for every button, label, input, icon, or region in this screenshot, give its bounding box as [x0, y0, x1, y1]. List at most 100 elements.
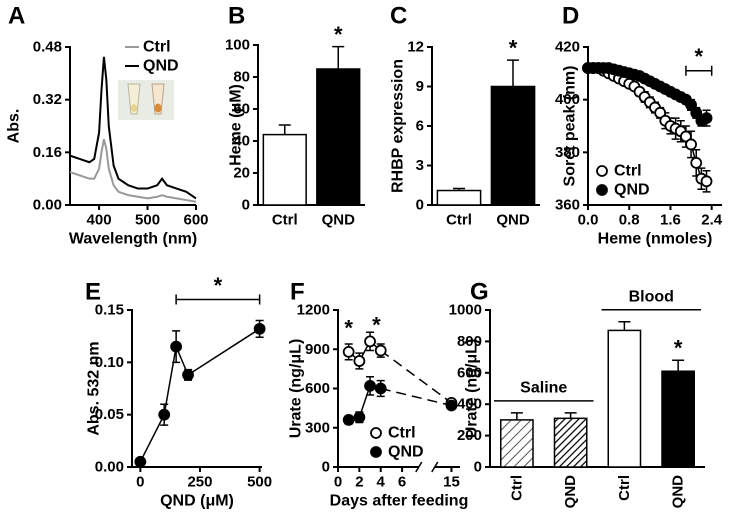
y-axis-label: RHBP expression: [390, 59, 407, 193]
error-bar: [453, 187, 465, 191]
x-tick-label: 1.6: [660, 212, 681, 229]
y-axis-label: Heme (μM): [228, 84, 245, 166]
y-tick-label: 400: [555, 91, 580, 108]
y-tick-label: 6: [416, 118, 424, 135]
x-axis-label: Wavelength (nm): [69, 231, 197, 248]
point: [170, 340, 183, 353]
point: [690, 156, 703, 169]
x-tick-label: Ctrl: [616, 475, 633, 501]
y-axis-label: Soret peak (nm): [562, 66, 579, 187]
point: [654, 106, 667, 119]
bar: [607, 329, 642, 468]
y-tick-label: 0.15: [95, 302, 124, 319]
x-tick-label: QND: [322, 212, 356, 229]
legend-label: QND: [614, 182, 650, 199]
significance-bracket: [685, 65, 713, 76]
annotation: *: [695, 44, 704, 69]
x-tick-label: 600: [183, 212, 208, 229]
panel-b: B Heme (μM) 0 20 40 60 80 100 Ctrl * QND: [225, 3, 365, 229]
axis-break: [431, 461, 439, 473]
significance: *: [509, 36, 518, 61]
y-tick-label: 0.05: [95, 406, 124, 423]
point: [685, 99, 697, 111]
axis-break: [415, 461, 423, 473]
group-label: Saline: [520, 379, 567, 396]
x-tick-label: 2.4: [701, 212, 723, 229]
panel-d: D Soret peak (nm) Heme (nmoles) 360 380 400 42…: [555, 3, 723, 248]
y-tick-label: 40: [233, 133, 250, 150]
point: [253, 322, 266, 335]
series-break-line: [380, 349, 452, 404]
y-tick-label: 12: [407, 39, 424, 56]
y-tick-label: 0.32: [33, 91, 62, 108]
y-tick-label: 0: [416, 197, 424, 214]
significance: *: [674, 336, 683, 361]
legend-marker: [596, 184, 608, 196]
point: [690, 106, 703, 119]
annotation: *: [372, 313, 381, 338]
bar: [500, 419, 534, 468]
bar: [316, 68, 361, 206]
x-tick-label: 0: [334, 474, 342, 491]
error-bar: [510, 412, 523, 420]
bar: [553, 417, 588, 468]
significance-bracket: [175, 294, 261, 305]
legend-marker: [596, 165, 608, 177]
y-tick-label: 80: [233, 69, 250, 86]
y-tick-label: 1200: [297, 302, 330, 319]
y-tick-label: 60: [233, 101, 250, 118]
legend-label: Ctrl: [143, 39, 171, 56]
x-tick-label: Ctrl: [272, 212, 298, 229]
point: [680, 130, 692, 143]
y-tick-label: 20: [233, 165, 250, 182]
y-tick-label: 600: [457, 364, 482, 381]
bar: [436, 189, 482, 206]
panel-a: A Abs. Wavelength (nm) 0.00 0.16 0.32 0.48 400 5…: [6, 3, 209, 248]
y-tick-label: 1000: [449, 302, 482, 319]
y-tick-label: 420: [555, 39, 580, 56]
y-tick-label: 0: [474, 459, 482, 476]
y-tick-label: 0: [242, 197, 250, 214]
legend-marker: [370, 446, 382, 458]
series-break-line: [380, 387, 452, 407]
x-tick-label: QND: [670, 475, 687, 509]
y-tick-label: 360: [555, 197, 580, 214]
point: [685, 138, 697, 151]
y-tick-label: 0.48: [33, 39, 62, 56]
error-bar: [618, 321, 631, 331]
point: [342, 413, 355, 426]
y-tick-label: 400: [457, 396, 482, 413]
y-tick-label: 0.16: [33, 144, 62, 161]
point: [182, 368, 194, 381]
y-tick-label: 200: [457, 427, 482, 444]
error-bar: [672, 359, 685, 372]
x-tick-label: 500: [135, 212, 160, 229]
series-line: [69, 138, 197, 203]
point: [364, 335, 376, 348]
y-axis-label: Abs.: [6, 109, 23, 144]
y-tick-label: 100: [225, 37, 250, 54]
x-tick-label: QND: [496, 212, 530, 229]
x-tick-label: 500: [247, 474, 272, 491]
y-tick-label: 900: [305, 341, 330, 358]
significance: *: [334, 22, 343, 47]
legend-label: Ctrl: [388, 425, 416, 442]
y-tick-label: 3: [416, 157, 424, 174]
bar: [262, 133, 307, 206]
y-tick-label: 300: [305, 419, 330, 436]
panel-letter: B: [228, 3, 245, 30]
x-axis-label: QND (μM): [160, 493, 234, 510]
group-label: Blood: [629, 288, 674, 305]
y-tick-label: 0.00: [33, 197, 62, 214]
point: [342, 345, 355, 358]
point: [445, 399, 458, 412]
bar: [490, 85, 536, 206]
y-tick-label: 600: [305, 380, 330, 397]
x-axis-label: Heme (nmoles): [598, 231, 713, 248]
panel-e: E Abs. 532 nm QND (μM) 0.00 0.05 0.10 0.15 0 250…: [85, 273, 272, 509]
x-tick-label: Ctrl: [446, 212, 472, 229]
point: [134, 455, 147, 468]
series-line: [69, 56, 197, 200]
legend-label: QND: [388, 444, 424, 461]
